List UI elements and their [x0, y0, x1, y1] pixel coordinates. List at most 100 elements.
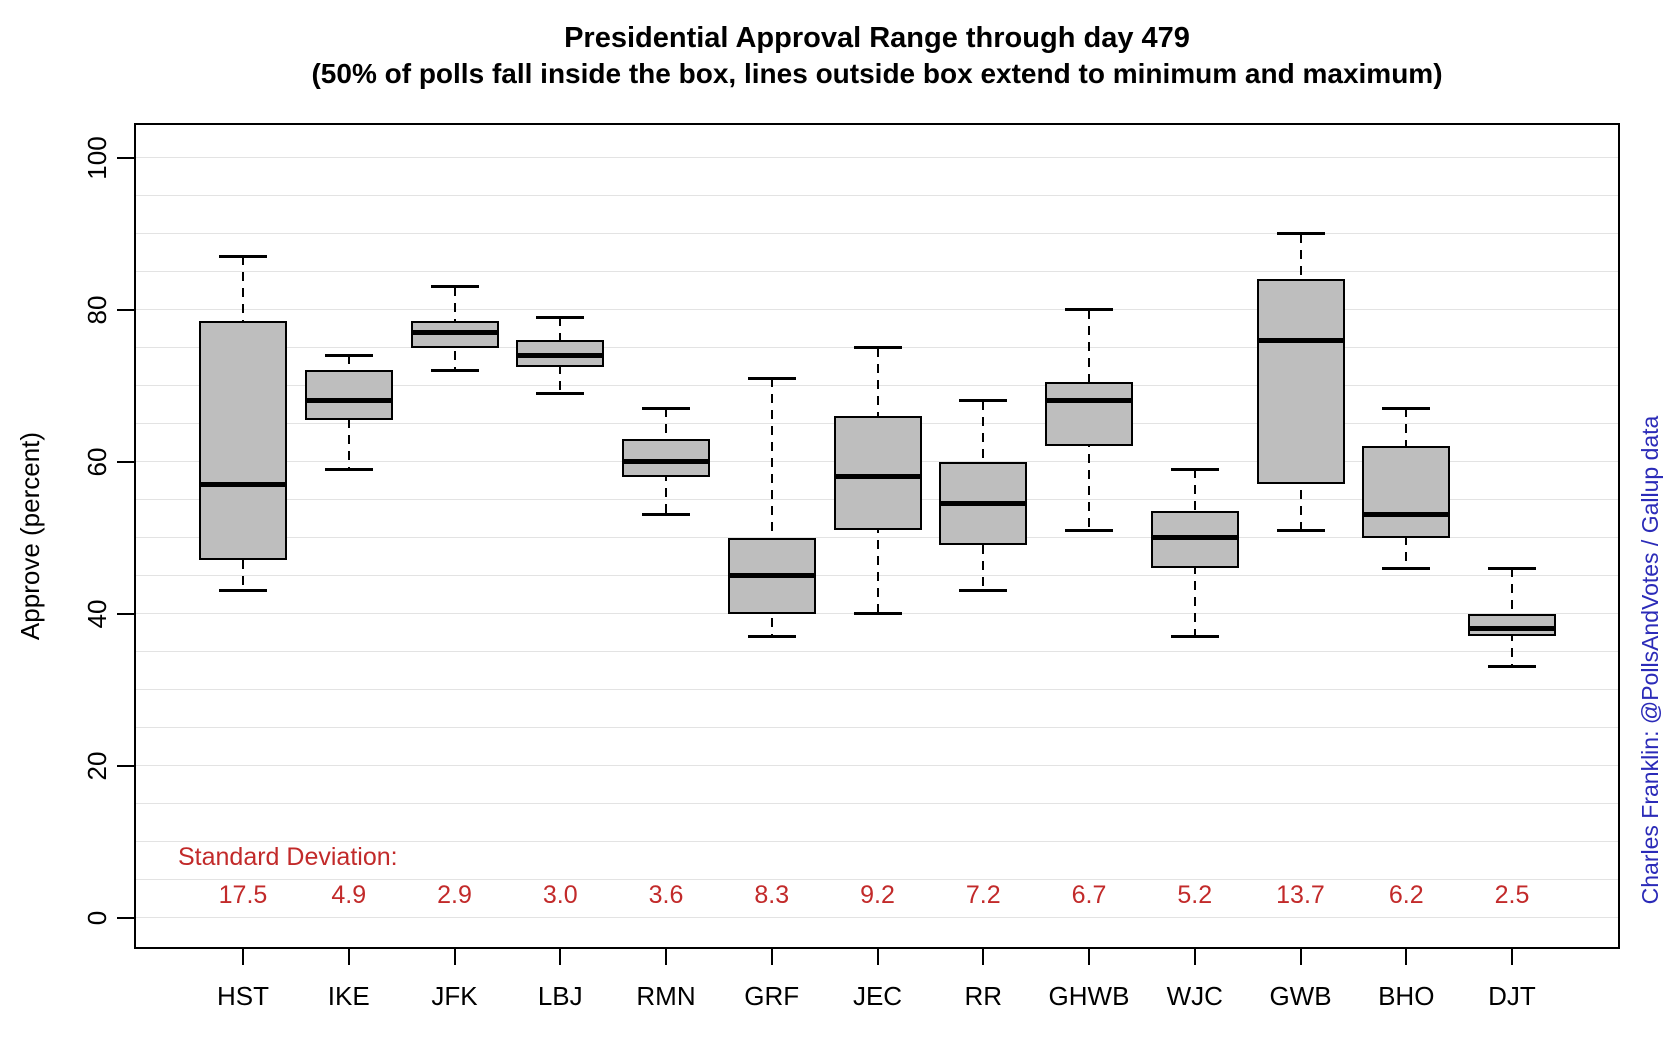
x-tick-label-WJC: WJC	[1166, 981, 1223, 1011]
y-tick-40	[117, 612, 136, 615]
x-tick-JEC	[876, 947, 879, 965]
sd-value-JEC: 9.2	[860, 881, 895, 909]
x-tick-JFK	[453, 947, 456, 965]
whisker-cap-max-BHO	[1382, 406, 1431, 410]
x-tick-RR	[982, 947, 985, 965]
sd-value-DJT: 2.5	[1494, 881, 1530, 909]
iqr-box-IKE	[304, 370, 393, 420]
whisker-cap-max-DJT	[1488, 566, 1536, 570]
median-line-WJC	[1150, 535, 1239, 541]
y-tick-label-80: 80	[82, 295, 112, 325]
gridline-20	[136, 765, 1618, 767]
gridline-95	[136, 195, 1618, 197]
sd-value-RR: 7.2	[965, 881, 1001, 909]
y-tick-80	[117, 308, 136, 311]
x-tick-label-LBJ: LBJ	[537, 981, 583, 1011]
sd-value-JFK: 2.9	[437, 881, 472, 909]
sd-value-GRF: 8.3	[754, 881, 790, 909]
gridline-10	[136, 841, 1618, 843]
sd-value-IKE: 4.9	[331, 881, 367, 909]
gridline-100	[136, 157, 1618, 159]
iqr-box-DJT	[1468, 613, 1556, 637]
whisker-cap-max-GWB	[1276, 232, 1325, 236]
whisker-cap-max-HST	[219, 254, 267, 258]
median-line-GWB	[1256, 337, 1345, 343]
x-tick-label-GHWB: GHWB	[1048, 981, 1130, 1011]
whisker-line-GRF	[770, 378, 773, 637]
x-tick-HST	[242, 947, 244, 965]
chart-title: Presidential Approval Range through day …	[564, 22, 1190, 54]
whisker-cap-max-WJC	[1170, 467, 1219, 471]
y-tick-0	[117, 916, 136, 919]
chart-subtitle: (50% of polls fall inside the box, lines…	[311, 58, 1443, 89]
sd-value-RMN: 3.6	[648, 881, 684, 909]
gridline-5	[136, 879, 1618, 881]
whisker-cap-min-WJC	[1170, 634, 1219, 638]
y-tick-label-20: 20	[82, 751, 112, 781]
x-tick-GWB	[1299, 947, 1302, 965]
iqr-box-GHWB	[1045, 381, 1133, 447]
gridline-35	[136, 651, 1618, 653]
gridline-30	[136, 689, 1618, 691]
median-line-HST	[199, 481, 287, 487]
x-tick-label-JEC: JEC	[852, 981, 903, 1011]
median-line-GRF	[727, 573, 816, 579]
sd-value-WJC: 5.2	[1177, 881, 1213, 909]
whisker-cap-max-RMN	[642, 406, 690, 410]
x-tick-GHWB	[1088, 947, 1090, 965]
y-tick-60	[117, 460, 136, 463]
whisker-cap-min-JEC	[853, 612, 902, 616]
x-tick-label-RMN: RMN	[636, 981, 696, 1011]
x-tick-label-DJT: DJT	[1488, 981, 1536, 1011]
x-tick-DJT	[1511, 947, 1513, 965]
x-tick-label-RR: RR	[964, 981, 1003, 1011]
gridline-25	[136, 727, 1618, 729]
x-tick-label-IKE: IKE	[327, 981, 370, 1011]
whisker-cap-min-IKE	[324, 467, 373, 471]
y-tick-label-100: 100	[82, 135, 112, 180]
median-line-RMN	[622, 459, 710, 465]
whisker-cap-min-RR	[959, 589, 1008, 593]
whisker-cap-max-LBJ	[536, 315, 585, 319]
x-tick-label-BHO: BHO	[1378, 981, 1435, 1011]
attribution-text: Charles Franklin: @PollsAndVotes / Gallu…	[1637, 415, 1663, 905]
iqr-box-RMN	[622, 438, 710, 477]
median-line-JFK	[410, 329, 499, 335]
y-tick-100	[117, 156, 136, 159]
whisker-cap-min-HST	[219, 589, 267, 593]
gridline-85	[136, 271, 1618, 273]
whisker-cap-max-GHWB	[1065, 308, 1113, 312]
iqr-box-HST	[199, 321, 287, 561]
whisker-cap-max-GRF	[747, 376, 796, 380]
iqr-box-JEC	[833, 416, 922, 530]
x-tick-IKE	[347, 947, 350, 965]
y-tick-20	[117, 764, 136, 767]
whisker-cap-min-BHO	[1382, 566, 1431, 570]
whisker-cap-min-LBJ	[536, 391, 585, 395]
gridline-80	[136, 309, 1618, 311]
median-line-JEC	[833, 474, 922, 480]
x-tick-BHO	[1405, 947, 1408, 965]
iqr-box-GWB	[1256, 279, 1345, 485]
whisker-cap-min-JFK	[430, 368, 479, 372]
median-line-RR	[939, 500, 1028, 506]
median-line-BHO	[1362, 512, 1451, 518]
whisker-cap-max-JEC	[853, 346, 902, 350]
gridline-90	[136, 233, 1618, 235]
gridline-0	[136, 917, 1618, 919]
x-tick-label-JFK: JFK	[431, 981, 478, 1011]
whisker-cap-max-IKE	[324, 353, 373, 357]
whisker-cap-min-GHWB	[1065, 528, 1113, 532]
x-tick-WJC	[1193, 947, 1196, 965]
sd-value-GHWB: 6.7	[1071, 881, 1107, 909]
y-tick-label-40: 40	[82, 599, 112, 629]
whisker-cap-min-DJT	[1488, 665, 1536, 669]
y-tick-label-0: 0	[82, 910, 112, 925]
x-tick-RMN	[665, 947, 667, 965]
whisker-cap-max-JFK	[430, 285, 479, 289]
sd-value-GWB: 13.7	[1276, 881, 1325, 909]
median-line-GHWB	[1045, 398, 1133, 404]
x-tick-GRF	[770, 947, 773, 965]
iqr-box-BHO	[1362, 446, 1451, 538]
